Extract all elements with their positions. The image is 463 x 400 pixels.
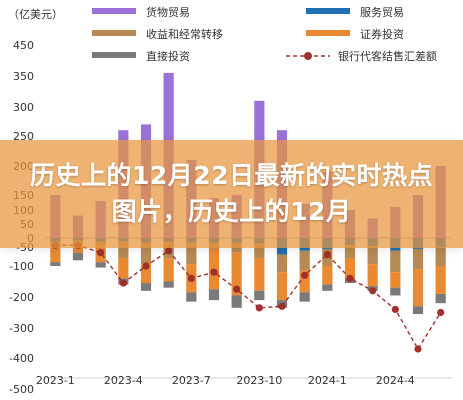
x-axis: 2023-1 2023-4 2023-7 2023-10 2024-1 2024-4: [36, 374, 452, 387]
bar-segment-s3-c17: [435, 266, 446, 294]
y-tick-label: 450: [13, 39, 34, 52]
bar-segment-s4-c2: [95, 262, 106, 268]
bar-segment-s3-c14: [367, 264, 378, 287]
line-point-12: [323, 251, 331, 259]
x-tick-label: 2024-1: [308, 374, 347, 387]
y-tick-label: -300: [9, 322, 34, 335]
legend-item-0: 货物贸易: [92, 5, 190, 19]
legend-item-5: 银行代客结售汇差额: [286, 49, 437, 63]
line-point-15: [391, 305, 399, 313]
bar-segment-s4-c4: [140, 283, 152, 291]
bar-segment-s4-c5: [163, 281, 174, 288]
x-tick-label: 2024-4: [376, 374, 415, 387]
y-tick-label: -400: [9, 352, 34, 365]
bar-segment-s3-c11: [299, 270, 310, 293]
bar-segment-s2-c14: [367, 246, 378, 265]
line-point-6: [187, 274, 195, 282]
x-tick-label: 2023-7: [172, 374, 211, 387]
legend-item-1: 服务贸易: [306, 6, 404, 19]
line-point-9: [255, 304, 263, 312]
line-point-16: [414, 345, 422, 353]
bar-segment-s4-c0: [50, 262, 61, 266]
bar-segment-s3-c10: [276, 272, 288, 301]
title-banner: 历史上的12月22日最新的实时热点图片，历史上的12月: [0, 140, 463, 248]
x-tick-label: 2023-1: [36, 374, 75, 387]
bar-segment-s2-c17: [435, 247, 446, 266]
x-tick-label: 2023-10: [236, 374, 282, 387]
line-point-13: [346, 274, 354, 282]
bar-segment-s4-c17: [435, 293, 446, 304]
bar-segment-s4-c16: [412, 306, 424, 315]
line-point-2: [97, 249, 105, 257]
bar-segment-s4-c15: [390, 287, 401, 296]
bar-segment-s4-c9: [254, 290, 265, 301]
bar-segment-s3-c15: [390, 272, 401, 288]
legend-swatch: [92, 8, 136, 14]
bar-segment-s3-c9: [254, 258, 265, 291]
y-tick-label: -500: [9, 383, 34, 396]
line-point-3: [119, 279, 127, 287]
bar-segment-s4-c1: [72, 252, 84, 261]
legend-swatch: [306, 8, 350, 14]
bar-segment-s3-c3: [118, 258, 129, 279]
legend-item-2: 收益和经常转移: [92, 27, 223, 41]
legend-label: 证券投资: [360, 27, 404, 41]
legend-label: 服务贸易: [360, 6, 404, 19]
line-point-11: [301, 271, 309, 279]
bar-segment-s4-c6: [186, 292, 197, 302]
line-point-4: [142, 262, 150, 270]
bar-segment-s3-c8: [231, 252, 242, 296]
bar-segment-s3-c12: [322, 266, 333, 285]
y-tick-label: -200: [9, 291, 34, 304]
bar-segment-s2-c11: [299, 250, 310, 271]
y-tick-label: 300: [13, 101, 34, 114]
legend-swatch: [92, 30, 136, 36]
bar-segment-s2-c15: [390, 250, 401, 273]
line-point-17: [437, 308, 445, 317]
net-fx-settlement-line: [55, 244, 442, 351]
x-tick-label: 2023-4: [104, 374, 143, 387]
line-point-8: [233, 285, 241, 293]
bar-segment-s3-c16: [412, 269, 424, 307]
bar-segment-s2-c3: [118, 241, 129, 259]
line-layer: [51, 241, 445, 353]
bar-segment-s2-c6: [186, 242, 197, 265]
bar-segment-s2-c4: [140, 242, 152, 265]
bar-segment-s4-c12: [322, 284, 333, 291]
y-axis-unit: （亿美元）: [8, 8, 63, 21]
legend-swatch: [306, 30, 350, 36]
bar-segment-s3-c5: [163, 258, 174, 282]
bar-segment-s3-c0: [50, 247, 61, 263]
line-point-10: [278, 302, 286, 310]
legend-label: 货物贸易: [146, 5, 190, 19]
bar-segment-s4-c7: [208, 289, 220, 301]
legend-label: 直接投资: [146, 49, 190, 63]
y-tick-label: 350: [13, 70, 34, 83]
bar-segment-s4-c11: [299, 292, 310, 302]
legend-label: 银行代客结售汇差额: [338, 49, 437, 63]
bar-segment-s4-c8: [231, 295, 242, 308]
bar-segment-s3-c13: [344, 258, 356, 279]
y-tick-label: -100: [9, 260, 34, 273]
bar-segment-s2-c9: [254, 243, 265, 259]
legend-item-3: 证券投资: [306, 27, 404, 41]
bar-segment-s3-c4: [140, 264, 152, 284]
y-tick-label: 250: [13, 130, 34, 143]
bar-segment-s2-c13: [344, 245, 356, 259]
line-point-7: [210, 268, 218, 276]
overlay-title: 历史上的12月22日最新的实时热点图片，历史上的12月: [29, 161, 434, 226]
line-point-5: [165, 247, 173, 255]
legend-label: 收益和经常转移: [146, 27, 223, 41]
legend-item-4: 直接投资: [92, 49, 190, 63]
bar-segment-s2-c10: [276, 254, 288, 273]
legend-swatch: [92, 52, 136, 58]
line-point-14: [369, 287, 377, 295]
legend-dot-swatch: [304, 52, 312, 60]
bar-segment-s2-c16: [412, 248, 424, 270]
